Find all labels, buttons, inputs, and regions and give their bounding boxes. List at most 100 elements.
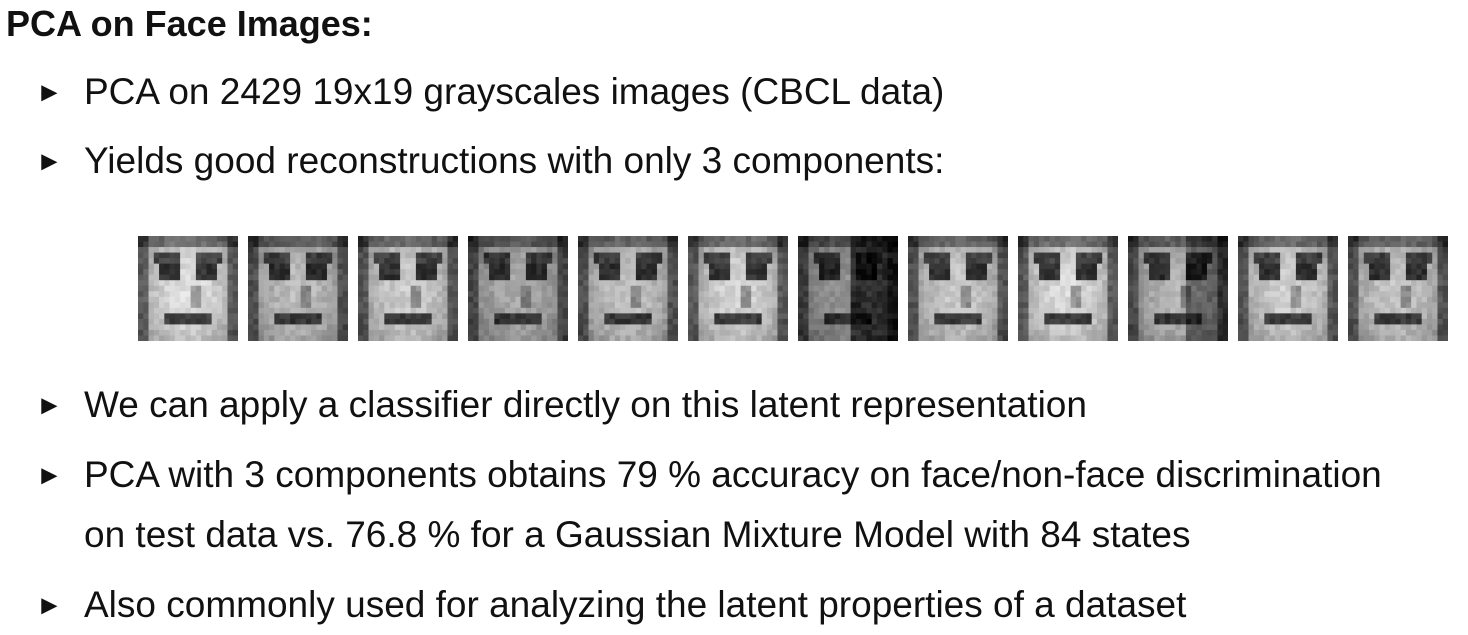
face-pixel [1191,313,1197,320]
face-pixel [871,313,878,320]
face-pixel [269,335,275,341]
face-pixel [321,307,328,314]
face-pixel [394,307,401,314]
face-pixel [929,329,935,336]
face-pixel [216,318,223,325]
face-pixel [740,291,747,298]
face-pixel [761,285,768,292]
face-pixel [180,324,186,331]
face-pixel [1379,241,1386,248]
face-pixel [944,307,951,314]
face-pixel [1379,313,1386,320]
face-pixel [656,307,663,314]
face-pixel [887,258,894,265]
face-pixel [1295,280,1302,287]
face-pixel [1426,335,1433,341]
face-pixel [153,296,160,303]
face-pixel [546,252,553,259]
face-pixel [1353,296,1359,303]
face-pixel [693,307,699,314]
face-pixel [656,329,663,336]
face-pixel [1170,247,1176,253]
face-pixel [515,285,522,292]
face-pixel [1374,307,1380,314]
face-pixel [1164,285,1171,292]
face-pixel [415,296,422,303]
face-pixel [625,269,632,276]
face-pixel [305,258,312,265]
face-pixel [1384,318,1391,325]
face-pixel [1290,307,1297,314]
face-pixel [305,280,312,287]
face-pixel [1138,291,1145,298]
face-pixel [1353,335,1359,341]
face-pixel [709,313,715,320]
face-pixel [693,285,699,292]
face-pixel [473,263,479,270]
face-pixel [766,296,773,303]
face-pixel [1191,335,1197,341]
face-pixel [263,274,270,281]
face-pixel [1185,280,1192,287]
face-pixel [174,263,181,270]
face-pixel [641,241,647,248]
face-pixel [1253,302,1260,309]
face-pixel [803,329,809,336]
face-pixel [143,296,149,303]
face-pixel [944,324,951,331]
face-pixel [164,335,170,341]
face-pixel [373,291,380,298]
face-pixel [834,258,841,265]
face-pixel [525,263,532,270]
face-pixel [1264,247,1270,253]
face-pixel [1348,252,1354,259]
face-pixel [447,285,454,292]
face-pixel [918,302,925,309]
face-pixel [735,307,742,314]
face-pixel [379,263,385,270]
face-pixel [1196,274,1203,281]
face-pixel [520,307,527,314]
face-pixel [552,302,558,309]
face-pixel [1379,236,1386,242]
face-pixel [1033,285,1040,292]
face-pixel [143,241,149,248]
face-pixel [866,324,873,331]
face-pixel [400,252,406,259]
face-pixel [232,241,238,248]
face-pixel [693,241,699,248]
face-pixel [950,236,956,242]
face-pixel [882,324,888,331]
face-pixel [693,318,699,325]
face-pixel [866,285,873,292]
face-pixel [772,263,778,270]
face-pixel [724,280,731,287]
face-pixel [604,302,610,309]
face-pixel [829,302,836,309]
face-pixel [829,296,836,303]
face-pixel [290,285,296,292]
face-pixel [724,335,731,341]
face-pixel [1170,324,1176,331]
face-pixel [593,252,600,259]
face-pixel [1096,236,1103,242]
face-pixel [499,252,506,259]
face-pixel [1253,236,1260,242]
face-pixel [1175,258,1182,265]
face-pixel [1316,247,1323,253]
face-pixel [1426,318,1433,325]
face-pixel [1002,329,1008,336]
face-pixel [751,263,757,270]
face-pixel [1269,313,1276,320]
face-pixel [808,269,815,276]
face-pixel [1437,335,1444,341]
face-pixel [1379,291,1386,298]
face-pixel [290,274,296,281]
face-pixel [1081,252,1087,259]
face-pixel [944,280,951,287]
face-pixel [599,329,605,336]
face-pixel [960,269,967,276]
face-pixel [415,324,422,331]
face-pixel [834,307,841,314]
face-pixel [1285,263,1292,270]
